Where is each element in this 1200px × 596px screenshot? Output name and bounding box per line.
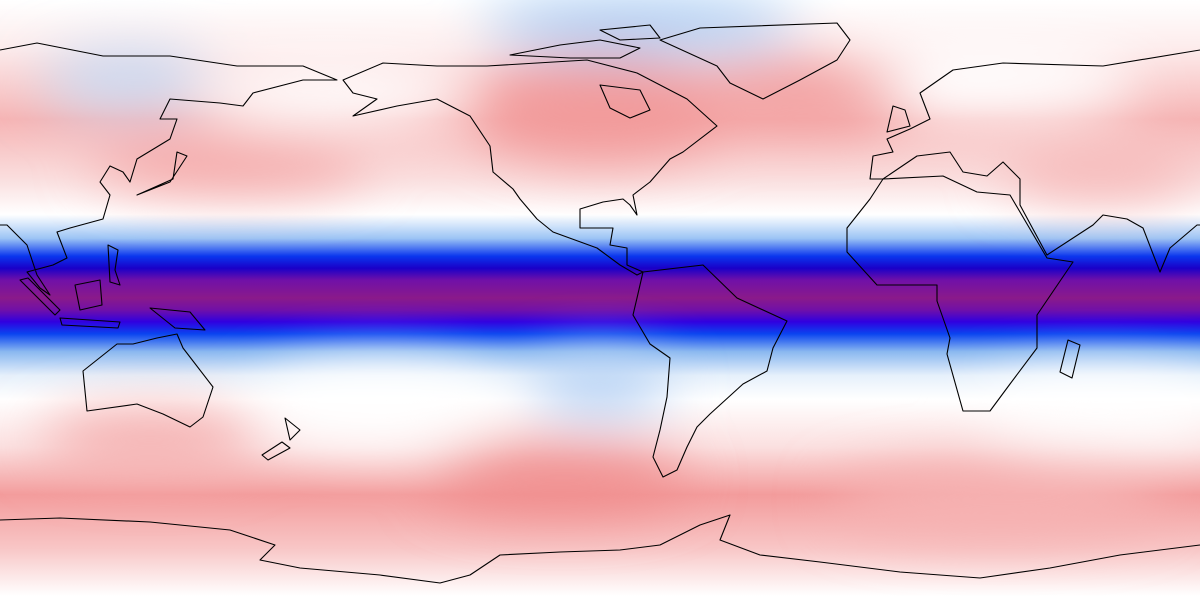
- japan: [136, 151, 188, 196]
- philippines: [107, 244, 121, 286]
- eurasia-east: [869, 49, 1200, 273]
- hudson-bay: [599, 84, 651, 119]
- madagascar: [1059, 339, 1081, 379]
- great-britain: [886, 105, 911, 133]
- sumatra-borneo: [19, 277, 121, 329]
- australia: [82, 333, 214, 428]
- eurasia-west: [0, 42, 338, 296]
- north-america: [342, 59, 718, 276]
- canadian-islands: [509, 24, 661, 59]
- south-america: [632, 264, 788, 478]
- antarctica: [0, 514, 1200, 584]
- coastlines: [0, 22, 1200, 584]
- greenland: [659, 22, 851, 100]
- africa: [846, 175, 1074, 412]
- new-guinea: [149, 307, 206, 331]
- new-zealand: [261, 417, 301, 461]
